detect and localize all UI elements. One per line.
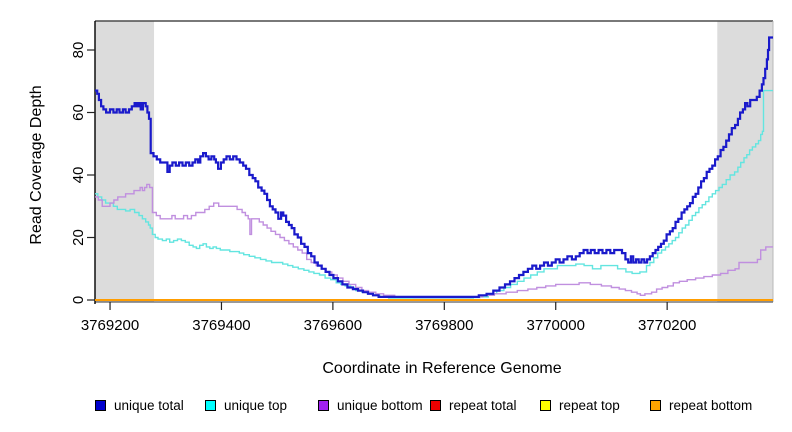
x-tick-label: 3769600 <box>304 317 362 334</box>
x-tick-label: 3770000 <box>527 317 585 334</box>
shaded-region <box>95 21 155 302</box>
legend-label: unique bottom <box>337 398 423 413</box>
legend-item-repeat-total: repeat total <box>430 398 517 413</box>
series-line-unique-top <box>95 89 773 299</box>
legend-swatch <box>540 400 551 411</box>
legend-swatch <box>95 400 106 411</box>
legend-label: repeat bottom <box>669 398 753 413</box>
shaded-region <box>717 21 773 302</box>
y-tick-label: 40 <box>70 167 87 184</box>
legend-swatch <box>650 400 661 411</box>
legend-swatch <box>430 400 441 411</box>
x-tick-label: 3770200 <box>638 317 696 334</box>
x-tick-label: 3769400 <box>192 317 250 334</box>
legend-item-repeat-top: repeat top <box>540 398 620 413</box>
legend-label: unique total <box>114 398 184 413</box>
y-tick-label: 20 <box>70 229 87 246</box>
y-axis-title: Read Coverage Depth <box>28 85 45 245</box>
y-tick-label: 60 <box>70 104 87 121</box>
y-tick-label: 0 <box>70 296 87 304</box>
x-tick-label: 3769800 <box>415 317 473 334</box>
legend-label: repeat total <box>449 398 517 413</box>
legend-item-unique-total: unique total <box>95 398 184 413</box>
legend-item-unique-bottom: unique bottom <box>318 398 423 413</box>
legend-swatch <box>318 400 329 411</box>
legend-item-unique-top: unique top <box>205 398 287 413</box>
y-tick-label: 80 <box>70 42 87 59</box>
legend-swatch <box>205 400 216 411</box>
legend-label: repeat top <box>559 398 620 413</box>
x-axis-title: Coordinate in Reference Genome <box>322 360 562 377</box>
legend-item-repeat-bottom: repeat bottom <box>650 398 752 413</box>
series-line-unique-total <box>95 36 773 298</box>
x-tick-label: 3769200 <box>81 317 139 334</box>
legend: unique total unique top unique bottom repea… <box>0 398 792 414</box>
legend-label: unique top <box>224 398 288 413</box>
series-line-unique-bottom <box>95 183 773 299</box>
